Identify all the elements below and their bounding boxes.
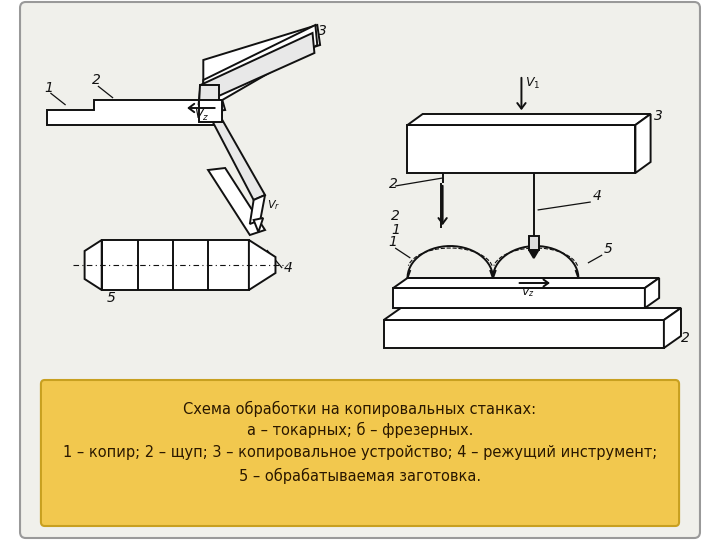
Polygon shape — [529, 250, 539, 258]
Text: а – токарных; б – фрезерных.: а – токарных; б – фрезерных. — [247, 422, 473, 438]
Text: 4: 4 — [284, 261, 293, 275]
Polygon shape — [250, 195, 265, 224]
Text: 3: 3 — [654, 109, 663, 123]
Text: 5: 5 — [107, 291, 115, 305]
Text: $V_{1}$: $V_{1}$ — [525, 76, 541, 91]
Polygon shape — [203, 25, 318, 100]
FancyBboxPatch shape — [41, 380, 679, 526]
Text: $V_{z}$: $V_{z}$ — [521, 285, 535, 299]
Polygon shape — [47, 100, 222, 125]
Polygon shape — [249, 240, 276, 290]
Polygon shape — [529, 236, 539, 250]
Polygon shape — [208, 168, 265, 235]
Text: 2: 2 — [681, 331, 690, 345]
Text: 1: 1 — [389, 235, 397, 249]
Polygon shape — [635, 114, 651, 173]
Polygon shape — [213, 120, 265, 200]
Text: Схема обработки на копировальных станках:: Схема обработки на копировальных станках… — [184, 401, 536, 417]
Polygon shape — [85, 240, 102, 290]
Text: 1: 1 — [45, 81, 53, 95]
Text: 3: 3 — [318, 24, 327, 38]
Text: 5 – обрабатываемая заготовка.: 5 – обрабатываемая заготовка. — [239, 468, 481, 484]
Polygon shape — [384, 320, 664, 348]
Polygon shape — [664, 308, 681, 348]
Polygon shape — [393, 288, 645, 308]
Text: 4: 4 — [593, 189, 601, 203]
Polygon shape — [253, 218, 263, 232]
Polygon shape — [199, 85, 220, 105]
Text: 1 – копир; 2 – щуп; 3 – копировальное устройство; 4 – режущий инструмент;: 1 – копир; 2 – щуп; 3 – копировальное ус… — [63, 444, 657, 460]
Text: $V_z$: $V_z$ — [194, 108, 209, 123]
FancyBboxPatch shape — [20, 2, 700, 538]
Text: 2: 2 — [389, 177, 397, 191]
Polygon shape — [199, 100, 222, 122]
Polygon shape — [199, 33, 315, 105]
Text: 2: 2 — [92, 73, 101, 87]
Polygon shape — [384, 308, 681, 320]
Text: 2: 2 — [392, 209, 400, 223]
Polygon shape — [408, 125, 635, 173]
Polygon shape — [645, 278, 659, 308]
Polygon shape — [102, 240, 249, 290]
Text: 5: 5 — [604, 242, 613, 256]
Text: 1: 1 — [392, 223, 400, 237]
Polygon shape — [408, 114, 651, 125]
Text: $V_r$: $V_r$ — [267, 198, 280, 212]
Polygon shape — [203, 80, 227, 100]
Polygon shape — [203, 100, 225, 112]
Polygon shape — [203, 25, 320, 82]
Polygon shape — [393, 278, 659, 288]
